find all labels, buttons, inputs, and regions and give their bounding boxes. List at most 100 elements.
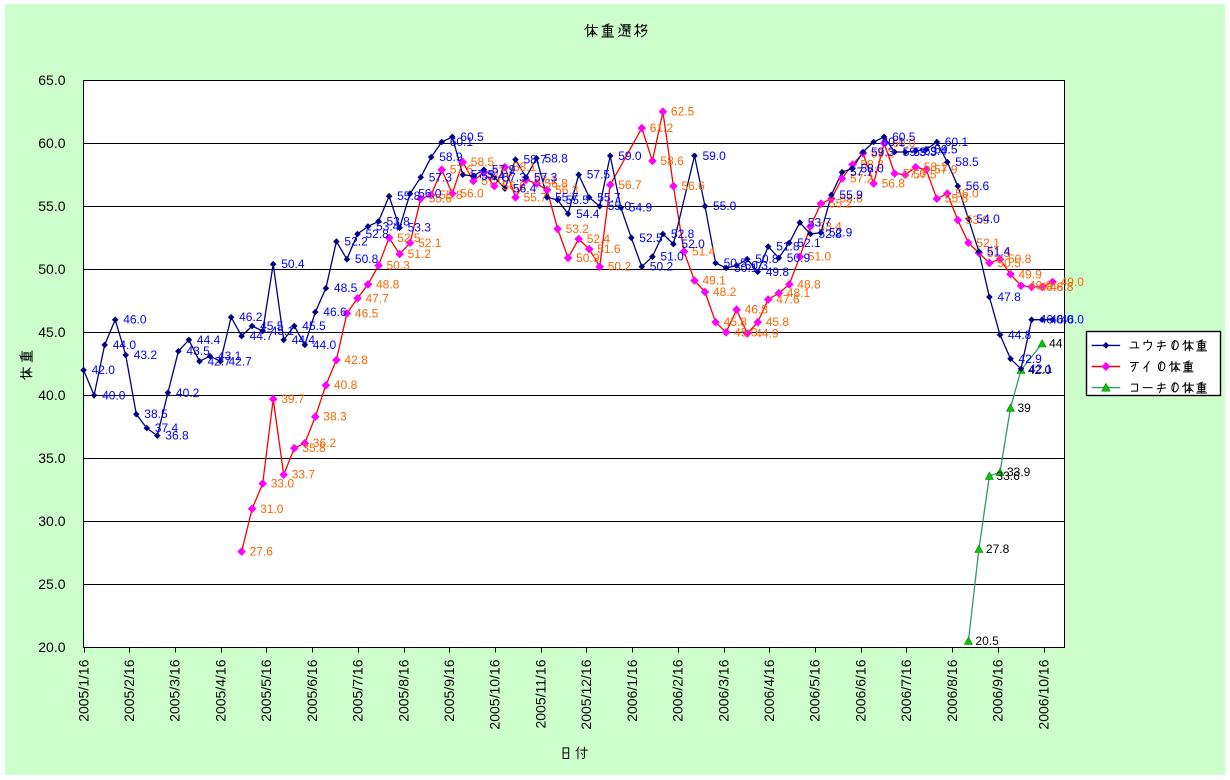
svg-text:50.4: 50.4 (281, 257, 305, 271)
svg-text:59.3: 59.3 (913, 145, 937, 159)
svg-text:2006/6/16: 2006/6/16 (852, 659, 868, 721)
svg-text:58.3: 58.3 (861, 158, 885, 172)
svg-text:56.6: 56.6 (502, 179, 526, 193)
svg-text:42.7: 42.7 (208, 354, 232, 368)
svg-text:53.4: 53.4 (376, 219, 400, 233)
svg-text:51.8: 51.8 (776, 240, 800, 254)
svg-text:53.3: 53.3 (408, 221, 432, 235)
svg-text:48.8: 48.8 (1050, 280, 1074, 294)
svg-text:36.2: 36.2 (313, 436, 337, 450)
svg-text:2005/5/16: 2005/5/16 (258, 659, 274, 721)
svg-text:53.8: 53.8 (387, 214, 411, 228)
svg-text:60.5: 60.5 (892, 130, 916, 144)
svg-text:45.5: 45.5 (302, 319, 326, 333)
svg-text:51.4: 51.4 (987, 245, 1011, 259)
svg-text:2005/1/16: 2005/1/16 (75, 659, 91, 721)
svg-text:20.0: 20.0 (38, 639, 65, 655)
svg-text:46.0: 46.0 (1061, 313, 1085, 327)
svg-text:2005/3/16: 2005/3/16 (167, 659, 183, 721)
svg-text:47.7: 47.7 (366, 291, 390, 305)
svg-text:45.8: 45.8 (724, 315, 748, 329)
svg-text:33.9: 33.9 (1007, 465, 1031, 479)
svg-text:40.8: 40.8 (334, 378, 358, 392)
svg-text:50.2: 50.2 (608, 260, 632, 274)
svg-text:42.0: 42.0 (1028, 363, 1052, 377)
svg-text:49.0: 49.0 (1029, 279, 1053, 293)
svg-text:55.0: 55.0 (608, 199, 632, 213)
svg-text:33.6: 33.6 (996, 469, 1020, 483)
svg-text:52.9: 52.9 (829, 226, 853, 240)
svg-text:45.8: 45.8 (766, 315, 790, 329)
svg-text:49.1: 49.1 (703, 274, 727, 288)
svg-text:58.5: 58.5 (955, 155, 979, 169)
svg-text:50.1: 50.1 (734, 261, 758, 275)
svg-text:33.7: 33.7 (292, 468, 316, 482)
svg-text:53.9: 53.9 (966, 213, 990, 227)
svg-text:53.4: 53.4 (818, 219, 842, 233)
svg-text:48.8: 48.8 (797, 277, 821, 291)
svg-text:59.4: 59.4 (924, 144, 948, 158)
svg-text:53.2: 53.2 (566, 222, 590, 236)
svg-text:58.1: 58.1 (924, 160, 948, 174)
svg-text:27.8: 27.8 (986, 542, 1010, 556)
svg-text:60.0: 60.0 (892, 136, 916, 150)
svg-text:44.7: 44.7 (250, 329, 274, 343)
svg-text:59.0: 59.0 (703, 149, 727, 163)
svg-text:57.5: 57.5 (587, 168, 611, 182)
svg-text:50.9: 50.9 (576, 251, 600, 265)
svg-text:60.1: 60.1 (945, 135, 969, 149)
svg-text:39.7: 39.7 (281, 392, 305, 406)
svg-text:55.5: 55.5 (566, 193, 590, 207)
svg-text:44: 44 (1049, 337, 1063, 351)
svg-text:2005/8/16: 2005/8/16 (395, 659, 411, 721)
svg-text:47.8: 47.8 (997, 290, 1021, 304)
svg-text:55.7: 55.7 (555, 190, 579, 204)
svg-text:36.8: 36.8 (165, 429, 189, 443)
svg-text:46.5: 46.5 (355, 306, 379, 320)
svg-text:50.3: 50.3 (745, 259, 769, 273)
svg-text:45.5: 45.5 (260, 319, 284, 333)
svg-text:2006/1/16: 2006/1/16 (624, 659, 640, 721)
svg-text:57.3: 57.3 (429, 170, 453, 184)
svg-text:42.1: 42.1 (1029, 362, 1053, 376)
svg-text:46.0: 46.0 (1050, 313, 1074, 327)
svg-text:42.7: 42.7 (229, 354, 253, 368)
svg-text:56.8: 56.8 (545, 177, 569, 191)
svg-text:52.0: 52.0 (681, 237, 705, 251)
svg-text:55.6: 55.6 (429, 192, 453, 206)
svg-text:55.6: 55.6 (839, 192, 863, 206)
svg-text:2006/9/16: 2006/9/16 (990, 659, 1006, 721)
svg-text:57.7: 57.7 (492, 165, 516, 179)
svg-text:58.9: 58.9 (439, 150, 463, 164)
svg-text:42.9: 42.9 (1019, 352, 1043, 366)
svg-text:50.9: 50.9 (787, 251, 811, 265)
svg-text:57.2: 57.2 (850, 172, 874, 186)
svg-text:56.0: 56.0 (418, 187, 442, 201)
svg-text:52.1: 52.1 (797, 236, 821, 250)
svg-text:49.8: 49.8 (766, 265, 790, 279)
svg-text:43.5: 43.5 (186, 344, 210, 358)
svg-text:57.5: 57.5 (913, 168, 937, 182)
svg-text:57.1: 57.1 (534, 173, 558, 187)
svg-text:44.0: 44.0 (113, 338, 137, 352)
svg-text:61.2: 61.2 (650, 121, 674, 135)
svg-text:49.0: 49.0 (1061, 275, 1085, 289)
svg-text:43.1: 43.1 (218, 349, 242, 363)
svg-text:2005/9/16: 2005/9/16 (441, 659, 457, 721)
svg-text:2006/10/16: 2006/10/16 (1035, 659, 1051, 729)
svg-text:48.6: 48.6 (1040, 280, 1064, 294)
svg-text:58.5: 58.5 (471, 155, 495, 169)
svg-text:52.1: 52.1 (976, 236, 1000, 250)
svg-text:59.3: 59.3 (903, 145, 927, 159)
svg-text:38.3: 38.3 (323, 410, 347, 424)
svg-text:56.0: 56.0 (460, 187, 484, 201)
svg-text:54.0: 54.0 (976, 212, 1000, 226)
svg-text:2005/4/16: 2005/4/16 (212, 659, 228, 721)
svg-text:46.2: 46.2 (239, 310, 263, 324)
svg-text:2006/7/16: 2006/7/16 (898, 659, 914, 721)
svg-text:47.6: 47.6 (776, 293, 800, 307)
svg-text:44.8: 44.8 (1008, 328, 1032, 342)
svg-text:43.2: 43.2 (134, 348, 158, 362)
svg-text:48.2: 48.2 (713, 285, 737, 299)
svg-text:55.6: 55.6 (945, 192, 969, 206)
